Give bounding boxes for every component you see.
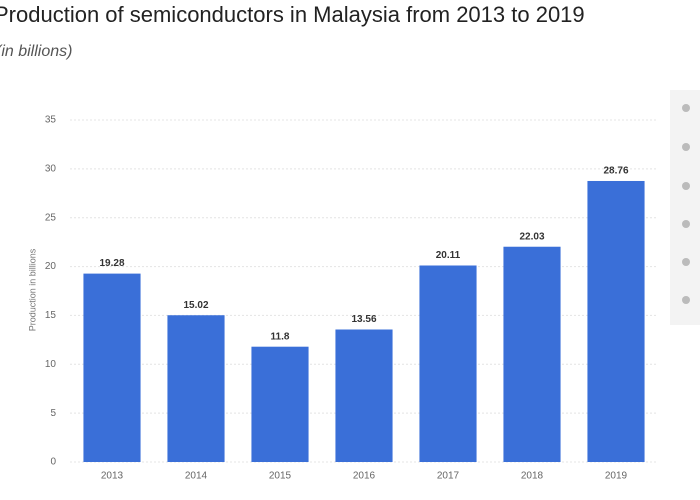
value-label: 13.56 <box>351 314 376 325</box>
bar <box>503 246 561 462</box>
bar <box>419 265 477 462</box>
chart-title: Production of semiconductors in Malaysia… <box>0 2 585 27</box>
y-tick-label: 5 <box>50 408 56 419</box>
y-tick-label: 30 <box>45 163 57 174</box>
x-tick-label: 2013 <box>101 471 124 482</box>
icon-print[interactable] <box>682 296 690 304</box>
value-label: 28.76 <box>603 166 628 177</box>
icon-star[interactable] <box>682 104 690 112</box>
bar <box>83 273 141 462</box>
icon-settings[interactable] <box>682 182 690 190</box>
value-label: 11.8 <box>271 331 290 342</box>
icon-share[interactable] <box>682 220 690 228</box>
y-tick-label: 0 <box>50 457 56 468</box>
x-tick-label: 2014 <box>185 471 208 482</box>
x-tick-label: 2016 <box>353 471 376 482</box>
value-label: 22.03 <box>519 231 544 242</box>
side-toolbar <box>670 90 700 325</box>
y-tick-label: 20 <box>45 261 57 272</box>
icon-quote[interactable] <box>682 258 690 266</box>
x-tick-label: 2019 <box>605 471 628 482</box>
bar <box>587 180 645 463</box>
bar <box>167 315 225 462</box>
y-tick-label: 15 <box>45 310 57 321</box>
x-tick-label: 2015 <box>269 471 292 482</box>
bar <box>335 329 393 462</box>
value-label: 20.11 <box>436 250 461 261</box>
icon-bell[interactable] <box>682 143 690 151</box>
bar <box>251 346 309 462</box>
y-tick-label: 35 <box>45 115 57 126</box>
y-tick-label: 25 <box>45 212 57 223</box>
value-label: 15.02 <box>183 300 208 311</box>
y-axis-label: Production in billions <box>27 248 37 331</box>
toolbar-bg <box>670 90 700 325</box>
x-tick-label: 2017 <box>437 471 460 482</box>
y-tick-label: 10 <box>45 359 57 370</box>
value-label: 19.28 <box>99 258 124 269</box>
chart-subtitle: (in billions) <box>0 43 72 60</box>
x-tick-label: 2018 <box>521 471 544 482</box>
